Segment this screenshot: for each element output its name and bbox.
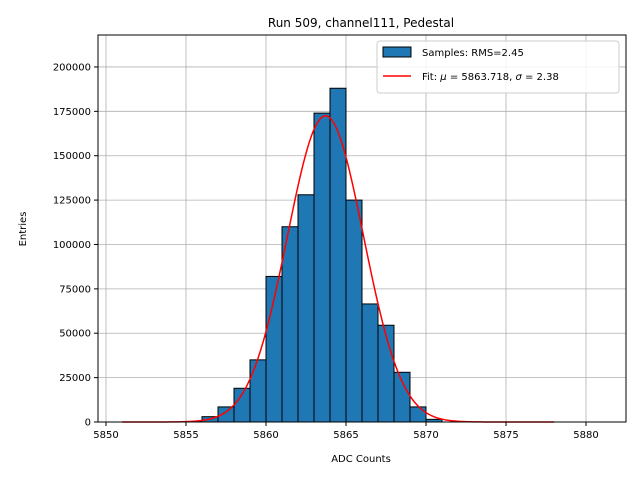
histogram-bar	[297, 194, 315, 423]
legend-fit-prefix: Fit:	[422, 72, 440, 83]
chart-title: Run 509, channel111, Pedestal	[268, 16, 454, 30]
x-axis-label: ADC Counts	[331, 454, 391, 465]
legend-fit-mu-value: = 5863.718,	[447, 72, 516, 83]
x-tick-label: 5860	[253, 430, 278, 441]
plot-frame	[97, 34, 627, 423]
x-tick-label: 5865	[333, 430, 358, 441]
histogram-bar	[409, 406, 427, 423]
y-tick-label: 100000	[53, 240, 91, 251]
legend-fit-sigma-symbol: σ	[515, 72, 522, 83]
y-tick-label: 50000	[59, 329, 91, 340]
y-tick-label: 0	[85, 418, 91, 429]
y-axis-label: Entries	[18, 212, 29, 247]
y-tick-label: 75000	[59, 284, 91, 295]
histogram-bar	[313, 112, 331, 423]
histogram-bar	[345, 199, 363, 423]
legend-fit-sigma-value: = 2.38	[522, 72, 559, 83]
legend-fit-label: Fit: μ = 5863.718, σ = 2.38	[422, 72, 559, 83]
x-tick-label: 5870	[413, 430, 438, 441]
histogram-bar	[281, 226, 299, 423]
y-tick-label: 150000	[53, 151, 91, 162]
y-tick-label: 200000	[53, 62, 91, 73]
legend-histogram-swatch	[382, 46, 412, 58]
x-tick-label: 5855	[173, 430, 198, 441]
legend: Samples: RMS=2.45 Fit: μ = 5863.718, σ =…	[376, 40, 620, 94]
legend-box	[376, 40, 620, 94]
histogram-bar	[249, 359, 267, 423]
legend-fit-mu-symbol: μ	[439, 72, 446, 83]
y-tick-label: 175000	[53, 107, 91, 118]
x-tick-label: 5880	[573, 430, 598, 441]
y-tick-label: 25000	[59, 373, 91, 384]
histogram-bar	[377, 324, 395, 423]
x-tick-label: 5875	[493, 430, 518, 441]
legend-histogram-label: Samples: RMS=2.45	[422, 48, 524, 59]
x-tick-label: 5850	[93, 430, 118, 441]
histogram-bar	[361, 303, 379, 423]
histogram-bars	[185, 87, 443, 423]
y-tick-label: 125000	[53, 196, 91, 207]
x-axis: 5850 5855 5860 5865 5870 5875 5880	[93, 422, 599, 441]
y-axis: 0 25000 50000 75000 100000 125000 150000 175000…	[53, 62, 98, 429]
histogram-bar	[329, 87, 347, 423]
